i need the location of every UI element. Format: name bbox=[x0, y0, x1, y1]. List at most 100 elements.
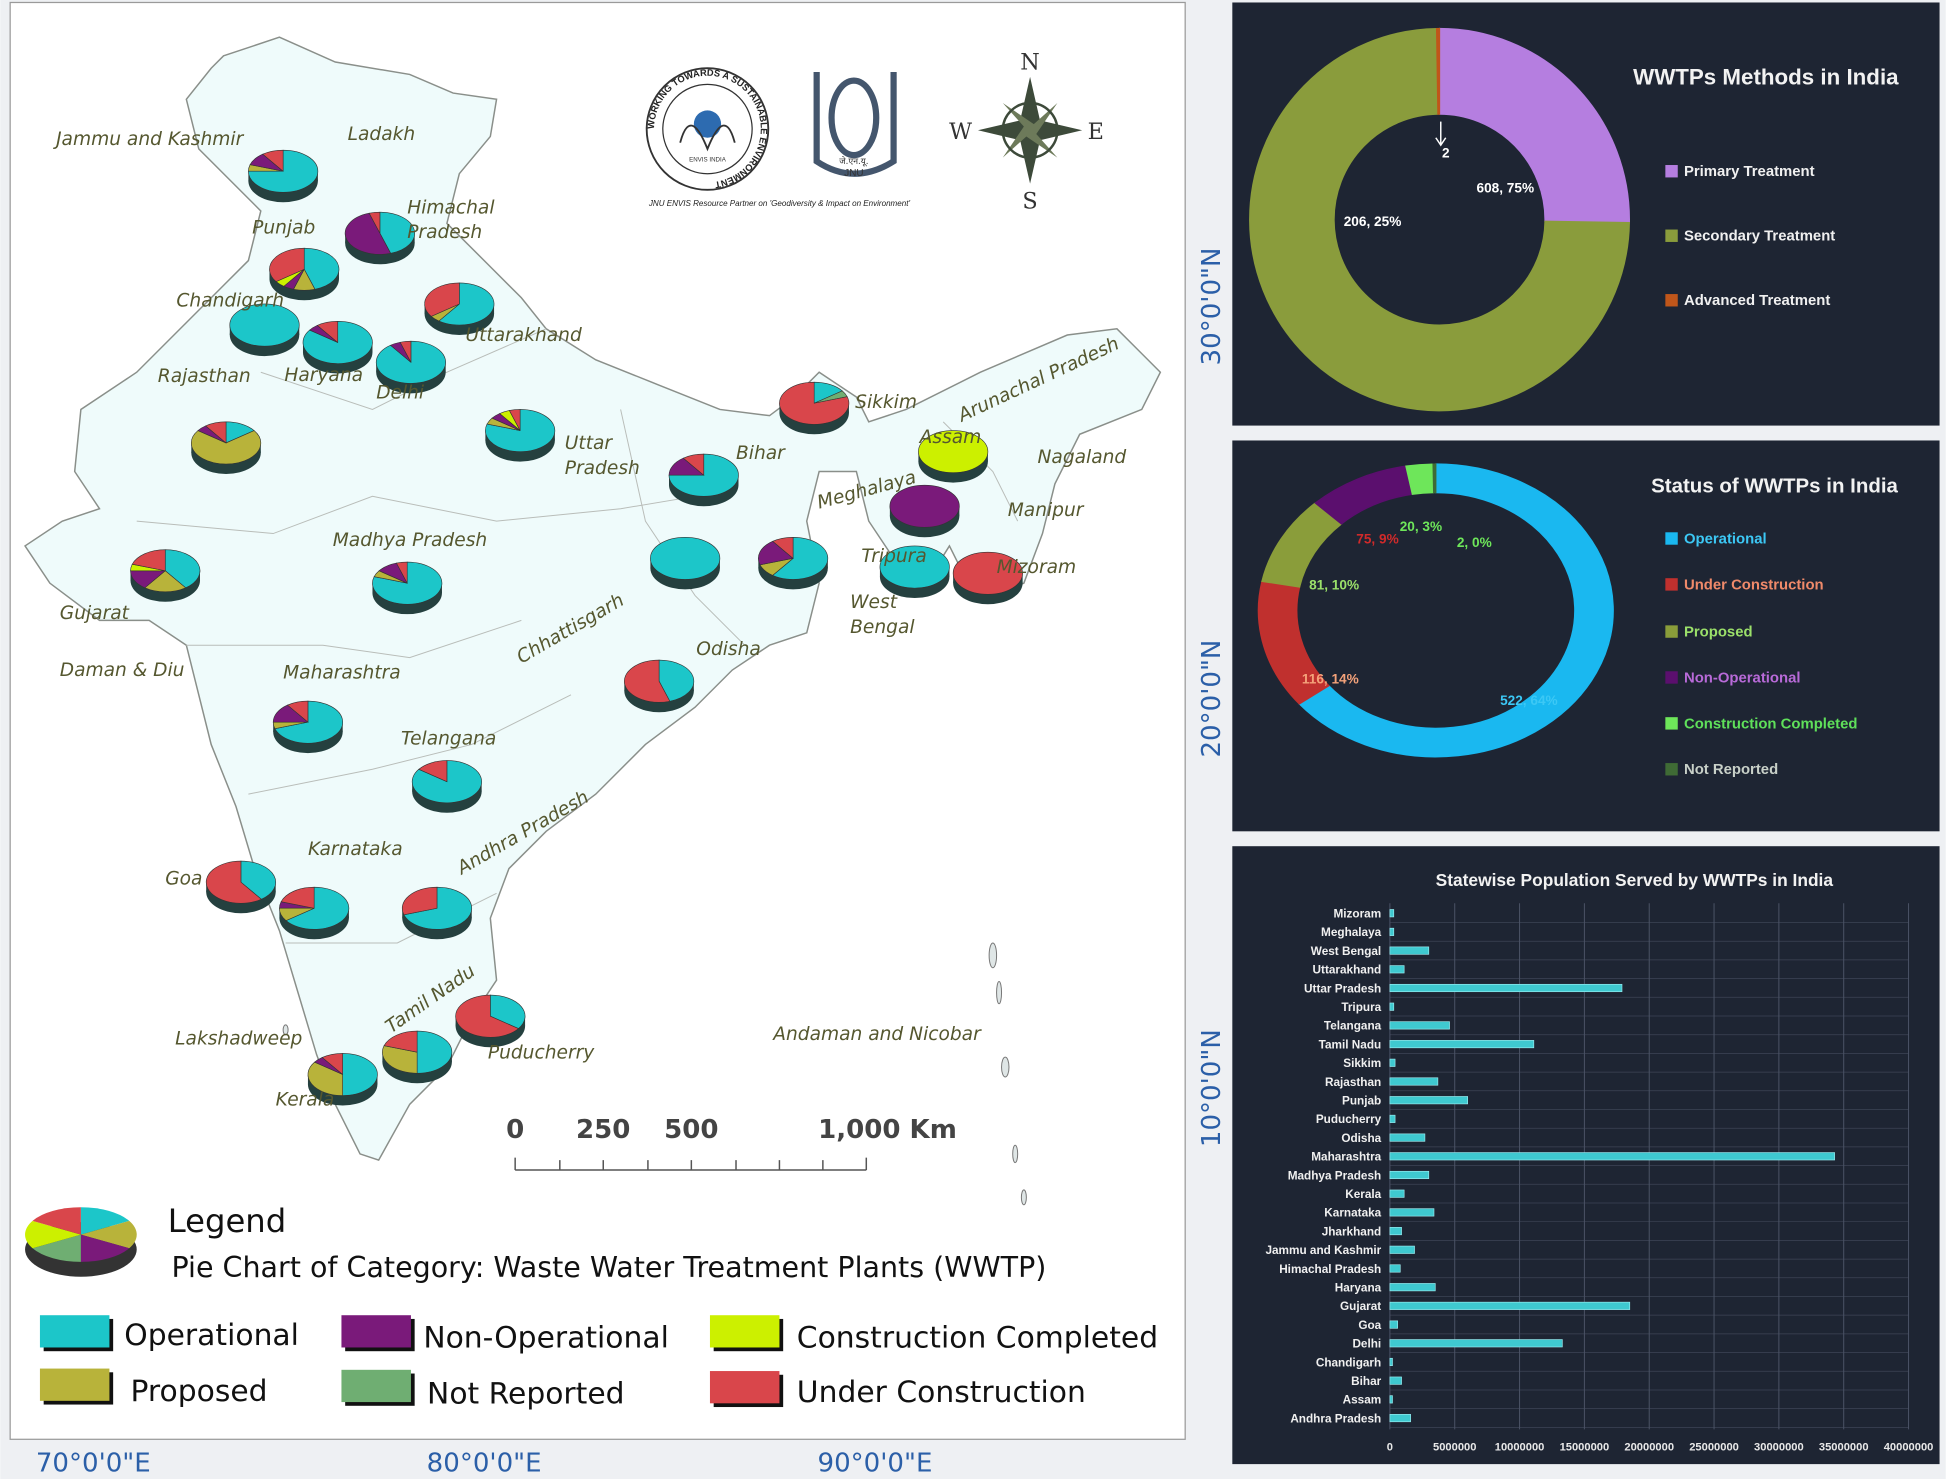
x-tick-label: 40000000 bbox=[1884, 1441, 1934, 1453]
india-outline bbox=[24, 36, 1162, 1162]
value-label: 206, 25% bbox=[1344, 214, 1402, 229]
lon-label: 70°0'0"E bbox=[36, 1449, 151, 1479]
state-label: Ladakh bbox=[348, 124, 416, 145]
bar bbox=[1389, 1376, 1402, 1385]
state-label: Haryana bbox=[284, 365, 363, 386]
map-pies bbox=[130, 149, 1023, 1106]
y-tick-label: Telangana bbox=[1324, 1020, 1382, 1033]
legend-swatch bbox=[709, 1371, 780, 1404]
x-tick-label: 35000000 bbox=[1819, 1441, 1869, 1453]
x-tick-label: 25000000 bbox=[1689, 1441, 1739, 1453]
legend-title: Legend bbox=[168, 1202, 286, 1240]
legend-label: Primary Treatment bbox=[1684, 164, 1815, 180]
value-label: 608, 75% bbox=[1477, 180, 1535, 195]
value-label: 20, 3% bbox=[1400, 519, 1442, 534]
pie-slice bbox=[401, 886, 438, 916]
state-label: Gujarat bbox=[60, 603, 130, 624]
pie-slice bbox=[382, 1045, 418, 1074]
legend-label: Non-Operational bbox=[423, 1320, 669, 1355]
pie-slice bbox=[280, 886, 315, 909]
value-label: 116, 14% bbox=[1302, 672, 1359, 687]
y-tick-label: Himachal Pradesh bbox=[1279, 1263, 1381, 1276]
state-label: Telangana bbox=[401, 728, 496, 749]
legend-swatch bbox=[709, 1315, 780, 1348]
lat-label: 10°0'0"N bbox=[1197, 1029, 1227, 1147]
legend-swatch bbox=[1665, 625, 1678, 638]
lat-label: 20°0'0"N bbox=[1197, 640, 1227, 758]
pie-slice bbox=[274, 700, 343, 744]
state-label: West bbox=[850, 592, 898, 613]
value-label: 81, 10% bbox=[1309, 577, 1359, 592]
legend-swatch bbox=[1665, 532, 1678, 545]
pie-slice bbox=[342, 1053, 378, 1096]
bar bbox=[1389, 1002, 1395, 1011]
bar bbox=[1389, 1414, 1411, 1423]
bar bbox=[1389, 909, 1395, 918]
pie-slice bbox=[624, 659, 671, 703]
y-tick-label: West Bengal bbox=[1311, 945, 1381, 958]
legend-icon bbox=[80, 1207, 130, 1235]
pie-slice bbox=[285, 886, 350, 930]
jnu: JNU bbox=[844, 168, 863, 179]
legend-swatch bbox=[341, 1369, 411, 1403]
legend-icon bbox=[32, 1234, 81, 1262]
pie-slice bbox=[424, 282, 460, 317]
state-label: Delhi bbox=[376, 382, 425, 403]
legend-label: Advanced Treatment bbox=[1684, 293, 1830, 309]
pie-slice bbox=[396, 561, 408, 584]
pie-slice bbox=[321, 1053, 343, 1076]
legend-icon bbox=[25, 1220, 81, 1249]
state-label: Nagaland bbox=[1038, 447, 1127, 468]
x-tick-label: 10000000 bbox=[1495, 1441, 1545, 1453]
lon-label: 80°0'0"E bbox=[427, 1449, 542, 1479]
legend-label: Not Reported bbox=[1684, 762, 1778, 778]
bar bbox=[1389, 1170, 1430, 1180]
y-tick-label: Jammu and Kashmir bbox=[1265, 1244, 1381, 1257]
pie-slice bbox=[131, 549, 166, 572]
y-tick-label: Uttar Pradesh bbox=[1304, 982, 1381, 995]
y-tick-label: Maharashtra bbox=[1311, 1151, 1381, 1164]
bar bbox=[1389, 1227, 1402, 1236]
state-label: Jammu and Kashmir bbox=[52, 129, 245, 150]
x-tick-label: 20000000 bbox=[1624, 1441, 1674, 1453]
pie-slice bbox=[438, 282, 495, 326]
state-label: Goa bbox=[165, 869, 202, 890]
state-label: Tripura bbox=[861, 546, 926, 567]
y-tick-label: Delhi bbox=[1352, 1338, 1381, 1351]
label-arrow bbox=[1435, 137, 1447, 147]
legend-label: Operational bbox=[1684, 531, 1767, 547]
bar bbox=[1389, 1357, 1393, 1367]
state-label: Maharashtra bbox=[283, 663, 401, 684]
jnu-logo: जे.एन.यू. JNU bbox=[813, 71, 897, 179]
donut-slice bbox=[1438, 27, 1630, 224]
islands bbox=[282, 942, 1027, 1206]
bar bbox=[1389, 946, 1430, 955]
scale-bar bbox=[514, 1157, 868, 1171]
pie-slice bbox=[416, 1030, 453, 1074]
donut-slice bbox=[1298, 463, 1614, 758]
pie-slice bbox=[379, 211, 415, 254]
pie-slice bbox=[269, 247, 305, 283]
legend-label: Under Construction bbox=[797, 1375, 1086, 1410]
pie-slice bbox=[889, 484, 960, 528]
pie-slice bbox=[262, 149, 284, 172]
state-label: Lakshadweep bbox=[175, 1029, 302, 1050]
legend-swatch bbox=[39, 1368, 110, 1401]
legend-swatch bbox=[1665, 165, 1678, 178]
bar bbox=[1389, 1152, 1835, 1161]
bar bbox=[1389, 1058, 1396, 1067]
pie-slice bbox=[508, 409, 521, 431]
chart-title: Status of WWTPs in India bbox=[1651, 475, 1898, 498]
bar bbox=[1389, 1208, 1435, 1217]
state-label: Bihar bbox=[736, 443, 786, 464]
pie-slice bbox=[455, 994, 520, 1038]
y-tick-label: Andhra Pradesh bbox=[1290, 1412, 1381, 1425]
legend-swatch bbox=[1665, 717, 1678, 730]
x-tick-label: 0 bbox=[1387, 1441, 1393, 1453]
pie-slice bbox=[682, 453, 705, 476]
y-tick-label: Karnataka bbox=[1324, 1207, 1381, 1220]
bar bbox=[1389, 1339, 1563, 1348]
state-label: Sikkim bbox=[855, 392, 917, 413]
y-tick-label: Tripura bbox=[1341, 1001, 1381, 1014]
state-label: Manipur bbox=[1008, 500, 1085, 521]
